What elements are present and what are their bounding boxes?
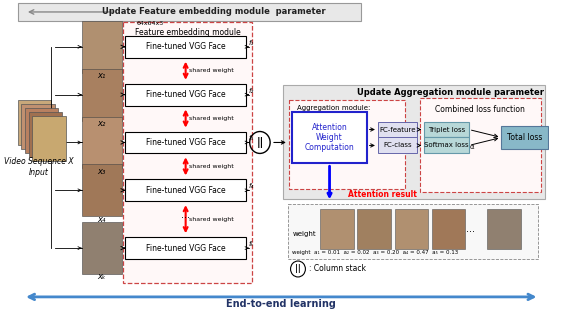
Bar xyxy=(378,122,417,138)
Text: shared weight: shared weight xyxy=(190,68,234,73)
Bar xyxy=(32,116,66,162)
Text: ...: ... xyxy=(466,224,475,234)
Text: shared weight: shared weight xyxy=(190,217,234,222)
Text: Total loss: Total loss xyxy=(507,133,542,142)
Bar xyxy=(288,204,539,259)
Bar xyxy=(126,36,246,58)
Text: Fine-tuned VGG Face: Fine-tuned VGG Face xyxy=(146,138,225,147)
Bar xyxy=(501,126,548,149)
Bar xyxy=(82,222,122,274)
Bar xyxy=(123,22,252,283)
Bar xyxy=(82,117,122,168)
Text: Update Aggregation module parameter: Update Aggregation module parameter xyxy=(357,88,544,97)
Bar xyxy=(425,138,469,153)
Bar xyxy=(283,85,545,199)
Text: Fine-tuned VGG Face: Fine-tuned VGG Face xyxy=(146,42,225,51)
Text: Update Feature embedding module  parameter: Update Feature embedding module paramete… xyxy=(102,7,325,16)
Text: Attention result: Attention result xyxy=(348,190,417,199)
Text: Fine-tuned VGG Face: Fine-tuned VGG Face xyxy=(146,244,225,253)
Text: End-to-end learning: End-to-end learning xyxy=(226,299,336,309)
Text: x₄: x₄ xyxy=(97,215,105,224)
Text: ||: || xyxy=(256,137,264,148)
Bar xyxy=(18,3,361,21)
Bar xyxy=(126,84,246,106)
Bar xyxy=(293,112,367,163)
Text: f₂: f₂ xyxy=(249,88,254,94)
Text: shared weight: shared weight xyxy=(190,164,234,169)
Text: FC-feature: FC-feature xyxy=(379,126,415,132)
Text: x₁: x₁ xyxy=(97,71,105,80)
Text: xₖ: xₖ xyxy=(97,272,105,281)
Text: Video Sequence X
Input: Video Sequence X Input xyxy=(4,157,74,177)
Bar xyxy=(126,131,246,153)
Text: x₃: x₃ xyxy=(97,167,105,176)
Bar xyxy=(29,112,62,157)
Text: weight: weight xyxy=(293,231,316,237)
Text: Combined loss function: Combined loss function xyxy=(435,104,525,113)
Bar xyxy=(21,104,55,149)
Bar xyxy=(357,209,391,249)
Text: Feature embedding module: Feature embedding module xyxy=(135,28,240,37)
Text: Softmax loss: Softmax loss xyxy=(424,143,469,148)
Text: ||: || xyxy=(295,264,301,273)
Text: : Column stack: : Column stack xyxy=(309,264,366,273)
Text: Aggregation module:: Aggregation module: xyxy=(297,104,370,111)
Bar xyxy=(419,98,541,192)
Text: Triplet loss: Triplet loss xyxy=(428,126,465,132)
Bar xyxy=(82,164,122,216)
Text: ...: ... xyxy=(181,210,190,220)
Bar xyxy=(487,209,521,249)
Bar xyxy=(425,122,469,138)
Bar xyxy=(82,69,122,121)
Text: α: α xyxy=(470,144,475,150)
Bar xyxy=(431,209,465,249)
Bar xyxy=(25,108,58,153)
Text: 64x64x3: 64x64x3 xyxy=(137,21,164,26)
Bar xyxy=(82,21,122,73)
Bar xyxy=(320,209,354,249)
Text: Fine-tuned VGG Face: Fine-tuned VGG Face xyxy=(146,90,225,99)
Text: shared weight: shared weight xyxy=(190,116,234,121)
Text: Attention
Weight
Computation: Attention Weight Computation xyxy=(305,122,354,153)
Text: f₁: f₁ xyxy=(249,40,254,46)
Text: weight  a₁ = 0.01  a₂ = 0.02  a₃ = 0.20  a₄ = 0.47  a₅ = 0.13: weight a₁ = 0.01 a₂ = 0.02 a₃ = 0.20 a₄ … xyxy=(293,250,458,255)
Bar xyxy=(289,100,405,189)
Bar xyxy=(126,237,246,259)
Text: x₂: x₂ xyxy=(97,119,105,128)
Text: f₄: f₄ xyxy=(249,183,254,189)
Bar xyxy=(395,209,428,249)
Text: Fine-tuned VGG Face: Fine-tuned VGG Face xyxy=(146,186,225,195)
Text: fₖ: fₖ xyxy=(249,241,254,247)
Text: f₃: f₃ xyxy=(249,135,254,141)
Bar xyxy=(378,138,417,153)
Bar xyxy=(18,100,51,145)
Bar xyxy=(126,179,246,201)
Text: FC-class: FC-class xyxy=(383,143,412,148)
